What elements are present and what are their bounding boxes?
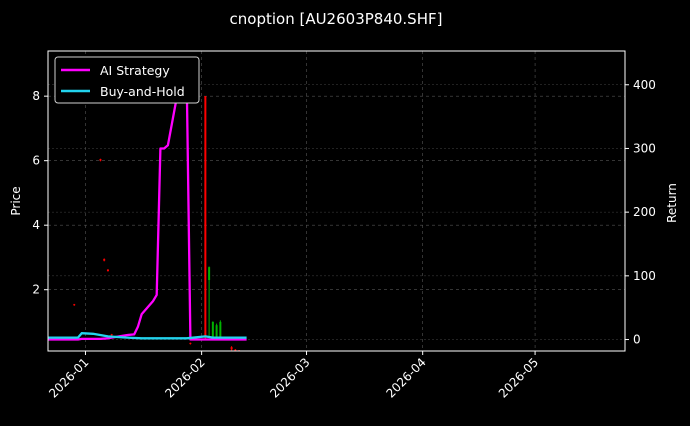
series-line-buy-and-hold — [48, 332, 247, 340]
candle-body — [73, 304, 76, 306]
candle-body — [189, 342, 192, 344]
y-tick-label-left: 6 — [32, 154, 40, 168]
candle-body — [204, 96, 207, 339]
candle-body — [219, 321, 222, 339]
candle-body — [208, 267, 211, 281]
legend-label-buy-and-hold: Buy-and-Hold — [100, 84, 185, 99]
candle-body — [211, 321, 214, 339]
y-axis-label-left: Price — [9, 186, 23, 215]
candle-body — [106, 269, 109, 271]
y-tick-label-right: 400 — [633, 78, 656, 92]
candle-body — [230, 347, 233, 350]
y-axis-label-right: Return — [665, 183, 679, 223]
y-tick-label-right: 0 — [633, 333, 641, 347]
candle-layer — [73, 96, 241, 352]
y-tick-label-left: 8 — [32, 89, 40, 103]
y-tick-label-right: 200 — [633, 205, 656, 219]
legend: AI Strategy Buy-and-Hold — [54, 56, 200, 104]
legend-box — [54, 56, 200, 104]
y-tick-label-right: 100 — [633, 269, 656, 283]
candle-body — [103, 259, 106, 261]
plot-frame — [47, 50, 626, 352]
legend-label-ai-strategy: AI Strategy — [100, 63, 170, 78]
y-tick-label-right: 300 — [633, 141, 656, 155]
chart-title: cnoption [AU2603P840.SHF] — [230, 10, 443, 28]
y-tick-label-left: 4 — [32, 218, 40, 232]
candle-body — [234, 349, 237, 351]
candle-body — [99, 159, 102, 161]
candle-body — [215, 325, 218, 337]
candle-body — [110, 334, 113, 336]
y-tick-label-left: 2 — [32, 283, 40, 297]
